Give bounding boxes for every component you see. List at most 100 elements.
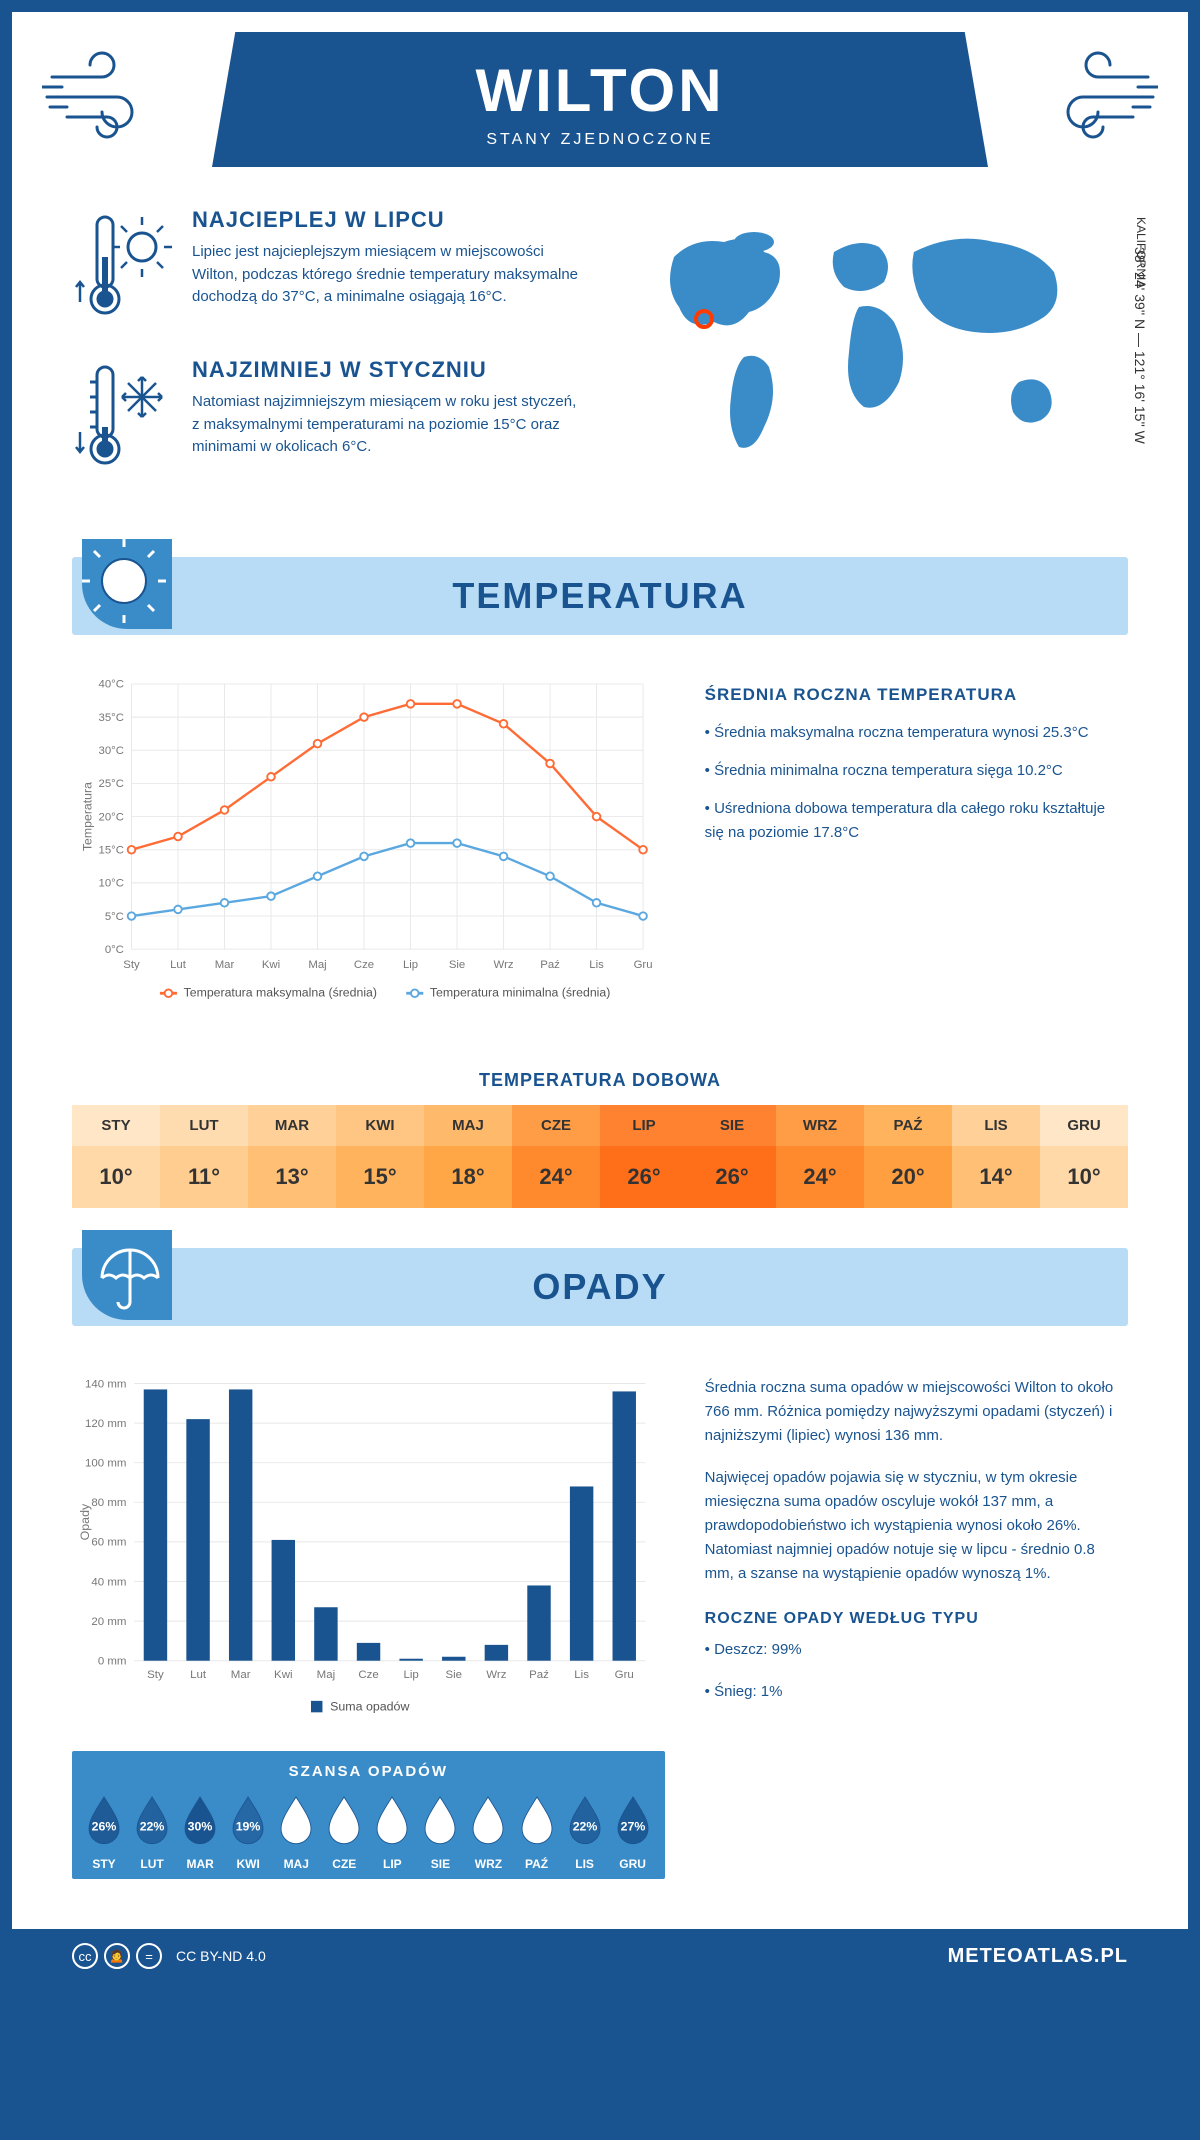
svg-text:Temperatura: Temperatura <box>81 782 95 851</box>
daily-value: 26° <box>600 1146 688 1208</box>
warmest-text: Lipiec jest najcieplejszym miesiącem w m… <box>192 241 580 309</box>
svg-text:40°C: 40°C <box>99 679 124 691</box>
svg-text:5°C: 5°C <box>105 911 124 923</box>
wind-icon-right <box>1018 42 1158 142</box>
svg-text:Sie: Sie <box>445 1669 462 1681</box>
chance-drop: 19% KWI <box>226 1790 270 1871</box>
daily-temp-table: STYLUTMARKWIMAJCZELIPSIEWRZPAŹLISGRU10°1… <box>72 1105 1128 1208</box>
svg-text:Lut: Lut <box>190 1669 207 1681</box>
svg-text:Maj: Maj <box>308 959 326 971</box>
svg-text:140 mm: 140 mm <box>85 1378 126 1390</box>
coordinates: 38° 24' 39'' N — 121° 16' 15'' W <box>1132 247 1148 444</box>
svg-text:Kwi: Kwi <box>262 959 280 971</box>
svg-text:Gru: Gru <box>615 1669 634 1681</box>
svg-text:Kwi: Kwi <box>274 1669 292 1681</box>
daily-month: WRZ <box>776 1105 864 1146</box>
chance-drop: 30% MAR <box>178 1790 222 1871</box>
svg-text:30%: 30% <box>188 1819 213 1833</box>
daily-month: LIS <box>952 1105 1040 1146</box>
daily-month: MAJ <box>424 1105 512 1146</box>
precip-rain: • Deszcz: 99% <box>705 1638 1128 1662</box>
svg-text:Paź: Paź <box>529 1669 549 1681</box>
svg-text:Opady: Opady <box>78 1503 92 1540</box>
svg-text:Lip: Lip <box>403 1669 418 1681</box>
precipitation-body: 0 mm20 mm40 mm60 mm80 mm100 mm120 mm140 … <box>12 1326 1188 1899</box>
precip-types-title: ROCZNE OPADY WEDŁUG TYPU <box>705 1610 1128 1628</box>
site-name: METEOATLAS.PL <box>948 1945 1128 1968</box>
precip-para-2: Najwięcej opadów pojawia się w styczniu,… <box>705 1466 1128 1586</box>
daily-value: 26° <box>688 1146 776 1208</box>
daily-value: 10° <box>72 1146 160 1208</box>
map-column: KALIFORNIA 38° 24' 39'' N — 121° 16' 15'… <box>620 207 1128 507</box>
chance-drop: 3% CZE <box>322 1790 366 1871</box>
svg-text:2%: 2% <box>480 1819 498 1833</box>
daily-month: LUT <box>160 1105 248 1146</box>
svg-text:Mar: Mar <box>231 1669 251 1681</box>
svg-text:19%: 19% <box>236 1819 261 1833</box>
warmest-title: NAJCIEPLEJ W LIPCU <box>192 207 580 233</box>
svg-text:Gru: Gru <box>634 959 653 971</box>
footer: cc 🙍 = CC BY-ND 4.0 METEOATLAS.PL <box>12 1929 1188 1983</box>
thermometer-cold-icon <box>72 357 172 477</box>
title-banner: WILTON STANY ZJEDNOCZONE <box>212 32 988 167</box>
nd-icon: = <box>136 1943 162 1969</box>
temperature-chart-box: 0°C5°C10°C15°C20°C25°C30°C35°C40°CStyLut… <box>72 665 665 1030</box>
svg-text:15°C: 15°C <box>99 845 124 857</box>
country-subtitle: STANY ZJEDNOCZONE <box>232 131 968 149</box>
svg-text:Wrz: Wrz <box>494 959 514 971</box>
precip-para-1: Średnia roczna suma opadów w miejscowośc… <box>705 1376 1128 1448</box>
city-title: WILTON <box>232 56 968 125</box>
svg-text:Paź: Paź <box>540 959 560 971</box>
svg-text:Sty: Sty <box>147 1669 164 1681</box>
svg-text:Wrz: Wrz <box>486 1669 506 1681</box>
chance-drop: 1% LIP <box>370 1790 414 1871</box>
temperature-title: TEMPERATURA <box>102 575 1098 617</box>
chance-row: 26% STY 22% LUT 30% MAR 19% KWI <box>82 1790 655 1871</box>
daily-value: 10° <box>1040 1146 1128 1208</box>
svg-text:60 mm: 60 mm <box>91 1537 126 1549</box>
daily-month: LIP <box>600 1105 688 1146</box>
coldest-fact: NAJZIMNIEJ W STYCZNIU Natomiast najzimni… <box>72 357 580 477</box>
precipitation-chance-box: SZANSA OPADÓW 26% STY 22% LUT 30% MAR 19… <box>72 1751 665 1879</box>
svg-text:40 mm: 40 mm <box>91 1576 126 1588</box>
temperature-body: 0°C5°C10°C15°C20°C25°C30°C35°C40°CStyLut… <box>12 635 1188 1060</box>
svg-text:0°C: 0°C <box>105 944 124 956</box>
daily-temp-title: TEMPERATURA DOBOWA <box>12 1070 1188 1091</box>
chance-drop: 2% WRZ <box>466 1790 510 1871</box>
svg-text:Cze: Cze <box>354 959 374 971</box>
svg-text:0 mm: 0 mm <box>98 1656 127 1668</box>
temperature-stats: ŚREDNIA ROCZNA TEMPERATURA • Średnia mak… <box>705 665 1128 1030</box>
svg-text:26%: 26% <box>92 1819 117 1833</box>
svg-text:30°C: 30°C <box>99 745 124 757</box>
svg-text:Sty: Sty <box>123 959 140 971</box>
svg-text:Temperatura minimalna (średnia: Temperatura minimalna (średnia) <box>430 986 610 1000</box>
svg-text:3%: 3% <box>335 1819 353 1833</box>
chance-drop: 22% LIS <box>563 1790 607 1871</box>
svg-text:Cze: Cze <box>358 1669 378 1681</box>
chance-drop: 27% GRU <box>611 1790 655 1871</box>
svg-text:Suma opadów: Suma opadów <box>330 1699 409 1713</box>
svg-text:Lip: Lip <box>403 959 418 971</box>
license-text: CC BY-ND 4.0 <box>176 1948 266 1964</box>
daily-month: MAR <box>248 1105 336 1146</box>
stat-3: • Uśredniona dobowa temperatura dla całe… <box>705 797 1128 845</box>
intro-section: NAJCIEPLEJ W LIPCU Lipiec jest najcieple… <box>12 167 1188 537</box>
precipitation-chart-box: 0 mm20 mm40 mm60 mm80 mm100 mm120 mm140 … <box>72 1356 665 1879</box>
umbrella-icon <box>82 1230 172 1320</box>
svg-text:1%: 1% <box>383 1819 401 1833</box>
svg-text:Sie: Sie <box>449 959 465 971</box>
daily-month: PAŹ <box>864 1105 952 1146</box>
daily-value: 18° <box>424 1146 512 1208</box>
precipitation-title: OPADY <box>102 1266 1098 1308</box>
svg-text:Lis: Lis <box>574 1669 589 1681</box>
page: WILTON STANY ZJEDNOCZONE <box>0 0 1200 1995</box>
stat-2: • Średnia minimalna roczna temperatura s… <box>705 759 1128 783</box>
daily-month: KWI <box>336 1105 424 1146</box>
svg-text:120 mm: 120 mm <box>85 1418 126 1430</box>
chance-drop: 26% STY <box>82 1790 126 1871</box>
daily-value: 24° <box>776 1146 864 1208</box>
svg-text:80 mm: 80 mm <box>91 1497 126 1509</box>
daily-value: 13° <box>248 1146 336 1208</box>
svg-text:Lut: Lut <box>170 959 187 971</box>
svg-text:22%: 22% <box>572 1819 597 1833</box>
